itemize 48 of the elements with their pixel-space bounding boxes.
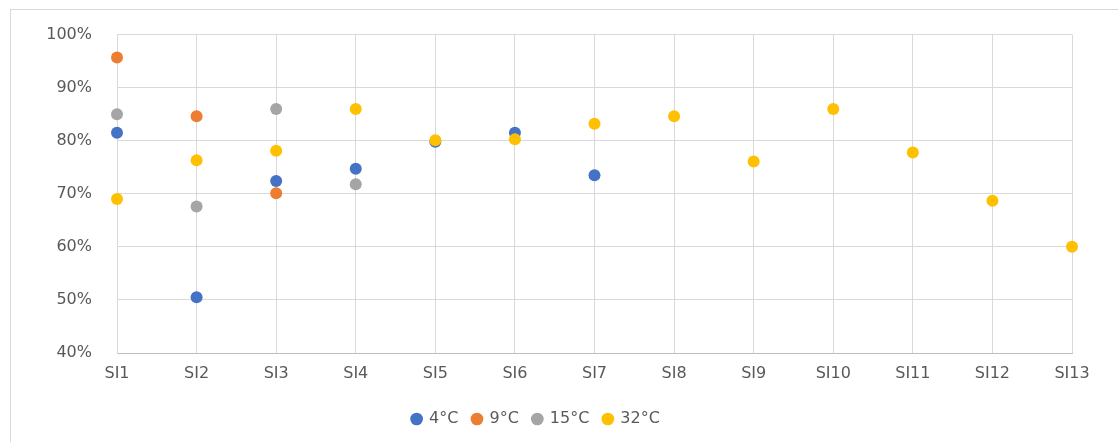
point	[270, 187, 283, 200]
point	[827, 102, 840, 115]
point	[747, 155, 760, 168]
y-tick-label: 70%	[56, 182, 92, 202]
point	[508, 133, 521, 146]
y-tick-label: 50%	[56, 289, 92, 309]
y-tick-label: 90%	[56, 76, 92, 96]
x-tick-label: SI7	[581, 362, 608, 382]
x-tick-label: SI8	[661, 362, 687, 382]
y-tick-label: 100%	[46, 23, 92, 43]
x-tick-label: SI2	[184, 362, 210, 382]
point	[349, 178, 362, 191]
x-tick-label: SI9	[741, 362, 767, 382]
point	[588, 169, 601, 182]
x-tick-label: SI10	[815, 362, 851, 382]
x-tick-label: SI12	[974, 362, 1011, 382]
x-tick-label: SI1	[104, 362, 130, 382]
legend-label: 15°C	[549, 408, 590, 428]
point	[111, 108, 123, 121]
y-tick-label: 80%	[56, 129, 92, 149]
x-tick-label: SI3	[263, 362, 289, 382]
point	[906, 146, 919, 159]
point	[1066, 240, 1078, 253]
point	[270, 144, 283, 157]
point	[349, 102, 362, 115]
y-tick-label: 60%	[56, 236, 92, 256]
point	[588, 117, 601, 130]
point	[270, 175, 283, 188]
point	[270, 102, 283, 115]
legend-label: 4°C	[429, 408, 459, 428]
x-tick-label: SI13	[1054, 362, 1090, 382]
x-tick-label: SI4	[343, 362, 369, 382]
y-tick-label: 40%	[56, 342, 92, 362]
legend-label: 32°C	[620, 408, 660, 428]
point	[111, 51, 123, 64]
point	[986, 194, 999, 207]
point	[668, 110, 681, 123]
x-tick-label: SI6	[502, 362, 528, 382]
point	[111, 193, 123, 206]
point	[190, 110, 203, 123]
point	[190, 154, 203, 167]
point	[349, 162, 362, 175]
legend-label: 9°C	[489, 408, 519, 428]
point	[190, 291, 203, 304]
x-tick-label: SI11	[895, 362, 931, 382]
point	[190, 200, 203, 213]
point	[111, 126, 123, 139]
x-tick-label: SI5	[422, 362, 448, 382]
